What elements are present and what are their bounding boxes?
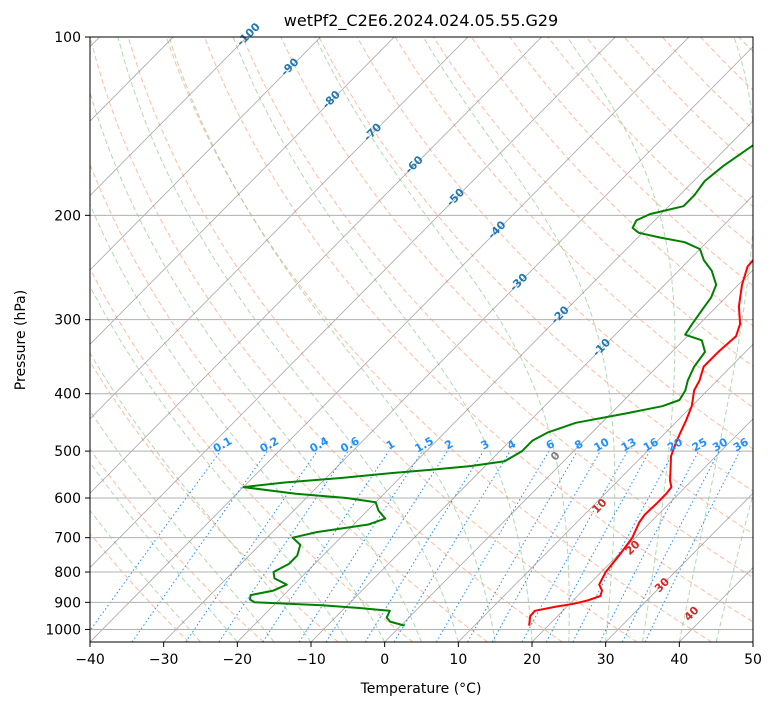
x-tick-label: 20 (523, 652, 541, 668)
x-tick-label: 40 (670, 652, 688, 668)
isotherm-line (752, 641, 753, 642)
dry-adiabat (356, 37, 753, 450)
y-tick-label: 500 (54, 444, 81, 460)
moist-adiabat (566, 37, 676, 642)
y-tick-label: 1000 (45, 622, 81, 638)
moist-adiabat (90, 461, 238, 642)
mixing-ratio-line (521, 450, 629, 642)
dry-adiabat (432, 37, 753, 368)
mixing-ratio-line (644, 450, 741, 642)
y-tick-label: 600 (54, 491, 81, 507)
dry-adiabat (165, 37, 712, 642)
chart-title: wetPf2_C2E6.2024.024.05.55.G29 (284, 11, 558, 31)
mixing-ratio-line (325, 450, 448, 642)
isotherm-line (163, 46, 753, 642)
y-tick-label: 800 (54, 565, 81, 581)
dewpoint-line (242, 144, 753, 627)
background-lines (90, 37, 753, 642)
mixing-ratio-line (185, 450, 318, 642)
x-tick-label: 30 (597, 652, 615, 668)
dry-adiabat (471, 37, 753, 327)
y-tick-label: 700 (54, 531, 81, 547)
profile-series (242, 144, 753, 627)
pressure-gridlines (90, 37, 753, 630)
plot-frame (89, 36, 754, 643)
mixing-ratio-line (393, 450, 511, 642)
mixing-ratio-line (364, 450, 484, 642)
y-tick-label: 200 (54, 208, 81, 224)
dry-adiabat (90, 267, 414, 642)
isotherm-line (90, 37, 690, 642)
mixing-ratio-line (218, 450, 349, 642)
isotherm-line (90, 37, 616, 569)
isotherm-line (531, 418, 753, 642)
x-tick-label: −40 (75, 652, 105, 668)
mixing-ratio-line (298, 450, 423, 642)
y-axis-label: Pressure (hPa) (13, 290, 29, 390)
x-axis-label: Temperature (°C) (360, 681, 482, 697)
dry-adiabat (90, 163, 488, 642)
y-tick-label: 900 (54, 595, 81, 611)
moist-adiabat (678, 37, 753, 642)
mixing-ratio-line (621, 450, 720, 642)
moist-adiabat (314, 37, 570, 642)
moist-adiabat (715, 492, 753, 642)
isotherm-line (90, 37, 248, 197)
moist-adiabat (168, 37, 496, 642)
isotherm-line (90, 37, 469, 420)
isotherm-line (605, 492, 753, 642)
moist-adiabat (90, 203, 386, 642)
moist-adiabat (117, 37, 459, 642)
isotherm-line (237, 120, 753, 642)
isotherm-line (90, 37, 321, 271)
mixing-ratio-line (262, 450, 390, 642)
dry-adiabat (203, 37, 753, 623)
mixing-ratio-line (90, 450, 221, 632)
temperature-line (528, 258, 753, 626)
x-tick-label: 10 (449, 652, 467, 668)
x-tick-label: −20 (223, 652, 253, 668)
dry-adiabat (318, 37, 753, 492)
axes-ticks: −40 −30 −20 −10 0 10 20 30 40 50 100 200 300 400 500 60… (45, 30, 762, 668)
isotherm-line (90, 37, 542, 494)
x-tick-label: −30 (149, 652, 179, 668)
x-tick-label: −10 (296, 652, 326, 668)
moist-adiabat (90, 409, 275, 642)
x-tick-label: 50 (744, 652, 762, 668)
isotherm-line (310, 194, 753, 642)
moist-adiabat (232, 37, 533, 642)
moist-adiabat (422, 37, 616, 642)
moist-adiabat (90, 285, 349, 642)
plot-area (90, 37, 753, 642)
dry-adiabat (127, 37, 638, 642)
isotherm-line (458, 343, 753, 642)
x-tick-label: 0 (380, 652, 389, 668)
dry-adiabat (90, 532, 190, 642)
dry-adiabat (90, 448, 264, 642)
mixing-ratio-line (545, 450, 651, 642)
y-tick-label: 400 (54, 387, 81, 403)
isotherm-line (384, 269, 753, 642)
y-tick-label: 300 (54, 313, 81, 329)
isotherm-line (90, 37, 395, 345)
y-tick-label: 100 (54, 30, 81, 46)
